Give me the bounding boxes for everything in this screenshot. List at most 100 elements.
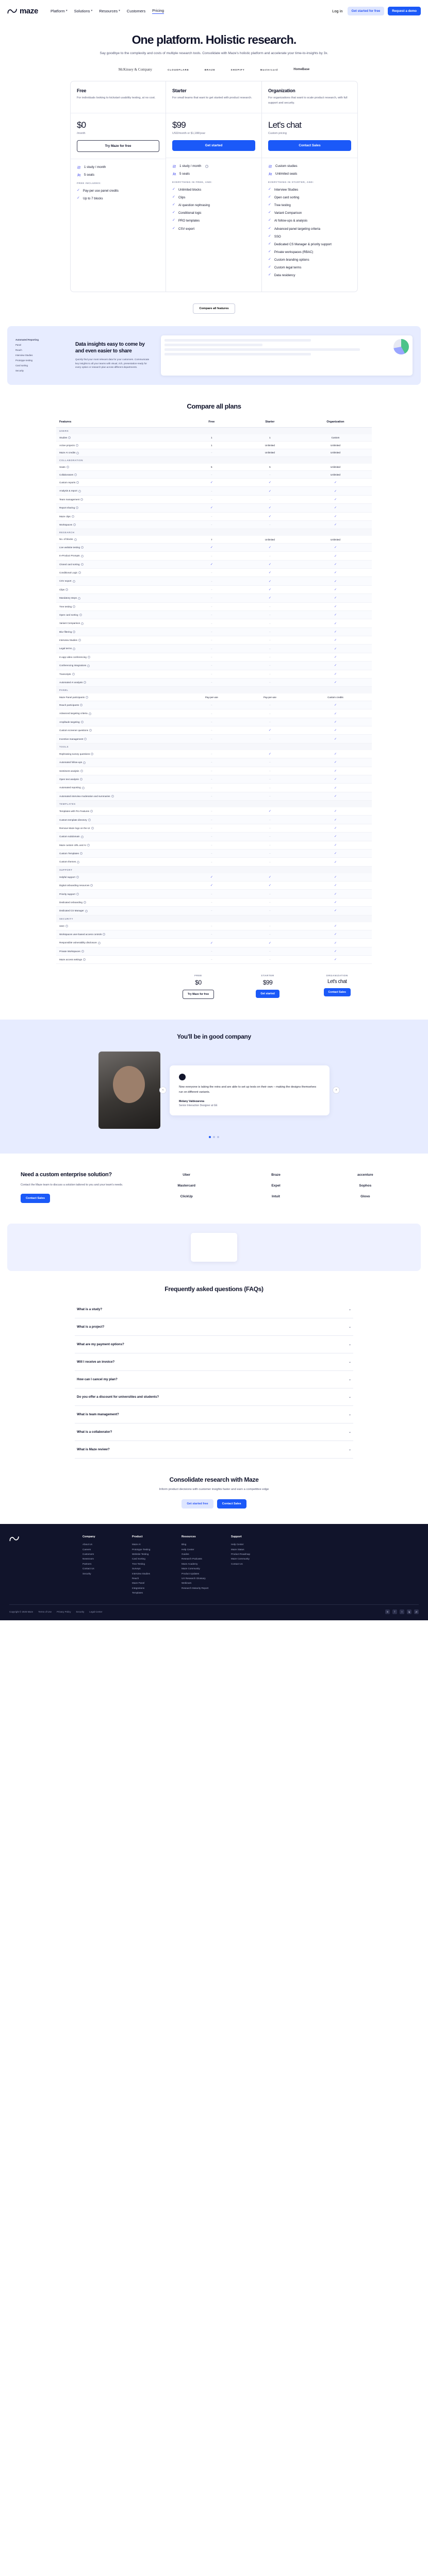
footer-link[interactable]: Interview Studies <box>132 1572 150 1575</box>
footer-brand[interactable] <box>9 1535 71 1595</box>
info-icon[interactable]: ? <box>78 571 81 574</box>
info-icon[interactable]: ? <box>91 827 94 830</box>
footer-link[interactable]: About Us <box>83 1543 92 1546</box>
info-icon[interactable]: ? <box>78 489 81 493</box>
login-button[interactable]: Log in <box>331 7 343 15</box>
footer-link[interactable]: Maze Panel <box>132 1582 145 1585</box>
footer-link[interactable]: Guides <box>182 1553 189 1555</box>
info-icon[interactable]: ? <box>91 753 94 756</box>
footer-link[interactable]: Contact Us <box>83 1567 94 1570</box>
banner-nav-item[interactable]: Panel <box>15 344 22 347</box>
info-icon[interactable]: ? <box>73 605 76 608</box>
info-icon[interactable]: ? <box>71 515 74 518</box>
linkedin-icon[interactable]: in <box>385 1609 390 1615</box>
twitter-icon[interactable]: t <box>400 1609 404 1615</box>
footer-link[interactable]: Maze AI <box>132 1543 141 1546</box>
footer-link[interactable]: Security <box>83 1572 91 1575</box>
chevron-down-icon[interactable]: ⌄ <box>348 1308 351 1312</box>
info-icon[interactable]: ? <box>81 622 84 625</box>
chevron-down-icon[interactable]: ⌄ <box>348 1413 351 1417</box>
maze-logo[interactable]: maze <box>7 7 38 15</box>
info-icon[interactable]: ? <box>84 681 87 684</box>
chevron-down-icon[interactable]: ⌄ <box>348 1396 351 1399</box>
carousel-dot[interactable] <box>217 1136 219 1139</box>
info-icon[interactable]: ? <box>80 704 83 707</box>
info-icon[interactable]: ? <box>76 892 79 895</box>
footer-link[interactable]: Maze Status <box>231 1548 244 1551</box>
info-icon[interactable]: ? <box>88 818 91 821</box>
info-icon[interactable]: ? <box>86 696 89 699</box>
footer-link[interactable]: Webinars <box>182 1582 192 1585</box>
info-icon[interactable]: ? <box>81 786 85 789</box>
info-icon[interactable]: ? <box>80 769 83 772</box>
faq-item[interactable]: What is team management? ⌄ <box>75 1406 353 1424</box>
info-icon[interactable]: ? <box>72 672 75 675</box>
chevron-down-icon[interactable]: ⌄ <box>348 1378 351 1382</box>
footer-link[interactable]: Research Maturity Report <box>182 1586 209 1589</box>
footer-link[interactable]: Maze Community <box>231 1557 250 1561</box>
footer-cta-free[interactable]: Try Maze for free <box>182 990 215 999</box>
banner-nav-item[interactable]: Card sorting <box>15 364 28 367</box>
footer-link[interactable]: Website Testing <box>132 1553 149 1555</box>
youtube-icon[interactable]: yt <box>414 1609 419 1615</box>
info-icon[interactable]: ? <box>68 436 71 439</box>
footer-link[interactable]: Newsroom <box>83 1557 94 1561</box>
info-icon[interactable]: ? <box>77 860 80 863</box>
nav-item-pricing[interactable]: Pricing <box>152 8 164 14</box>
info-icon[interactable]: ? <box>111 795 114 798</box>
info-icon[interactable]: ? <box>79 852 83 855</box>
faq-item[interactable]: What is a project? ⌄ <box>75 1318 353 1336</box>
carousel-dot[interactable] <box>213 1136 215 1139</box>
info-icon[interactable]: ? <box>205 164 209 168</box>
chevron-down-icon[interactable]: ⌄ <box>348 1448 351 1452</box>
info-icon[interactable]: ? <box>87 843 90 846</box>
info-icon[interactable]: ? <box>79 614 82 617</box>
faq-item[interactable]: Do you offer a discount for universities… <box>75 1388 353 1406</box>
info-icon[interactable]: ? <box>76 481 79 484</box>
legal-security[interactable]: Security <box>76 1611 85 1614</box>
faq-item[interactable]: What is a study? ⌄ <box>75 1301 353 1319</box>
info-icon[interactable]: ? <box>97 941 101 944</box>
info-icon[interactable]: ? <box>74 473 77 476</box>
info-icon[interactable]: ? <box>80 554 84 557</box>
prev-testimonial-button[interactable]: ‹ <box>159 1087 167 1094</box>
faq-item[interactable]: What are my payment options? ⌄ <box>75 1336 353 1354</box>
banner-nav-item[interactable]: Prototype testing <box>15 359 32 362</box>
info-icon[interactable]: ? <box>78 639 81 642</box>
instagram-icon[interactable]: ig <box>407 1609 411 1615</box>
plan-cta-organization[interactable]: Contact Sales <box>268 140 351 151</box>
footer-logo[interactable] <box>9 1535 71 1542</box>
faq-item[interactable]: What is a collaborator? ⌄ <box>75 1423 353 1442</box>
footer-link[interactable]: Help Center <box>231 1543 244 1546</box>
info-icon[interactable]: ? <box>66 466 69 469</box>
chevron-down-icon[interactable]: ⌄ <box>348 1343 351 1347</box>
footer-link[interactable]: Tree Testing <box>132 1562 145 1565</box>
info-icon[interactable]: ? <box>72 580 75 583</box>
footer-cta-organization[interactable]: Contact Sales <box>323 988 351 997</box>
info-icon[interactable]: ? <box>75 444 78 447</box>
nav-item-resources[interactable]: Resources ▾ <box>99 9 120 13</box>
consolidate-primary-button[interactable]: Get started free <box>182 1499 213 1509</box>
footer-link[interactable]: Prototype Testing <box>132 1548 151 1551</box>
info-icon[interactable]: ? <box>76 876 79 879</box>
footer-link[interactable]: Product Updates <box>182 1572 200 1575</box>
footer-link[interactable]: Templates <box>132 1591 143 1594</box>
footer-link[interactable]: Careers <box>83 1548 91 1551</box>
info-icon[interactable]: ? <box>65 588 69 591</box>
footer-link[interactable]: Reach <box>132 1577 139 1580</box>
info-icon[interactable]: ? <box>90 810 93 813</box>
request-demo-button[interactable]: Request a demo <box>388 6 421 15</box>
info-icon[interactable]: ? <box>84 737 87 740</box>
info-icon[interactable]: ? <box>76 451 79 454</box>
info-icon[interactable]: ? <box>81 950 84 953</box>
info-icon[interactable]: ? <box>85 909 88 912</box>
info-icon[interactable]: ? <box>77 597 80 600</box>
banner-nav-item[interactable]: Security <box>15 369 24 372</box>
legal-terms[interactable]: Terms of Use <box>38 1611 52 1614</box>
info-icon[interactable]: ? <box>80 498 84 501</box>
faq-item[interactable]: What is Maze review? ⌄ <box>75 1441 353 1459</box>
footer-link[interactable]: Maze Community <box>182 1567 200 1570</box>
footer-link[interactable]: Surveys <box>132 1567 141 1570</box>
nav-item-solutions[interactable]: Solutions ▾ <box>74 9 93 13</box>
footer-link[interactable]: Blog <box>182 1543 187 1546</box>
